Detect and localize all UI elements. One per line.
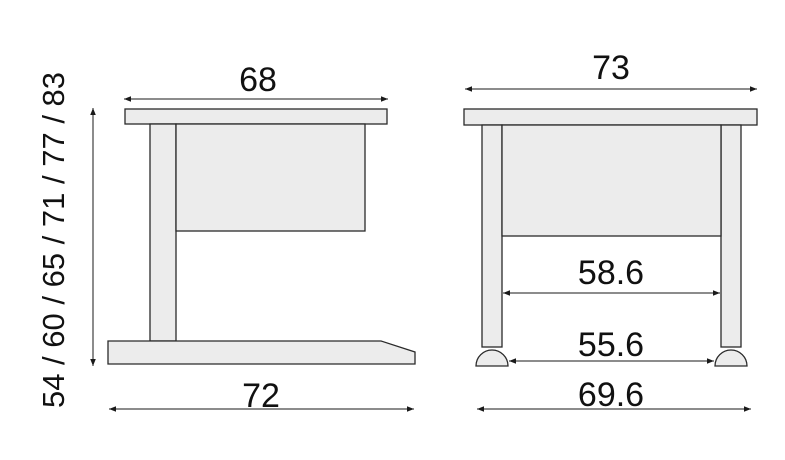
front-right-foot	[714, 349, 748, 367]
front-left-leg	[481, 124, 503, 348]
side-base-foot	[107, 340, 416, 365]
front-view: 73 58.6 55.6 69.6	[463, 49, 758, 414]
side-base-width-label: 72	[242, 377, 280, 415]
front-desktop	[463, 108, 758, 126]
front-modesty-panel	[501, 124, 722, 237]
side-desktop	[124, 108, 388, 125]
front-top-width-label: 73	[592, 49, 630, 87]
front-inner-upper-width-label: 58.6	[578, 254, 644, 292]
front-inner-lower-width-label: 55.6	[578, 326, 644, 364]
side-top-width-label: 68	[239, 61, 277, 99]
front-foot-width-label: 69.6	[578, 376, 644, 414]
height-dimension: 54 / 60 / 65 / 71 / 77 / 83	[36, 72, 96, 408]
height-options-label: 54 / 60 / 65 / 71 / 77 / 83	[36, 72, 71, 408]
side-view: 68 72	[107, 61, 416, 415]
front-right-leg	[720, 124, 742, 348]
side-leg-column	[149, 123, 177, 342]
front-left-foot	[475, 349, 509, 367]
side-drawer-panel	[175, 123, 366, 232]
